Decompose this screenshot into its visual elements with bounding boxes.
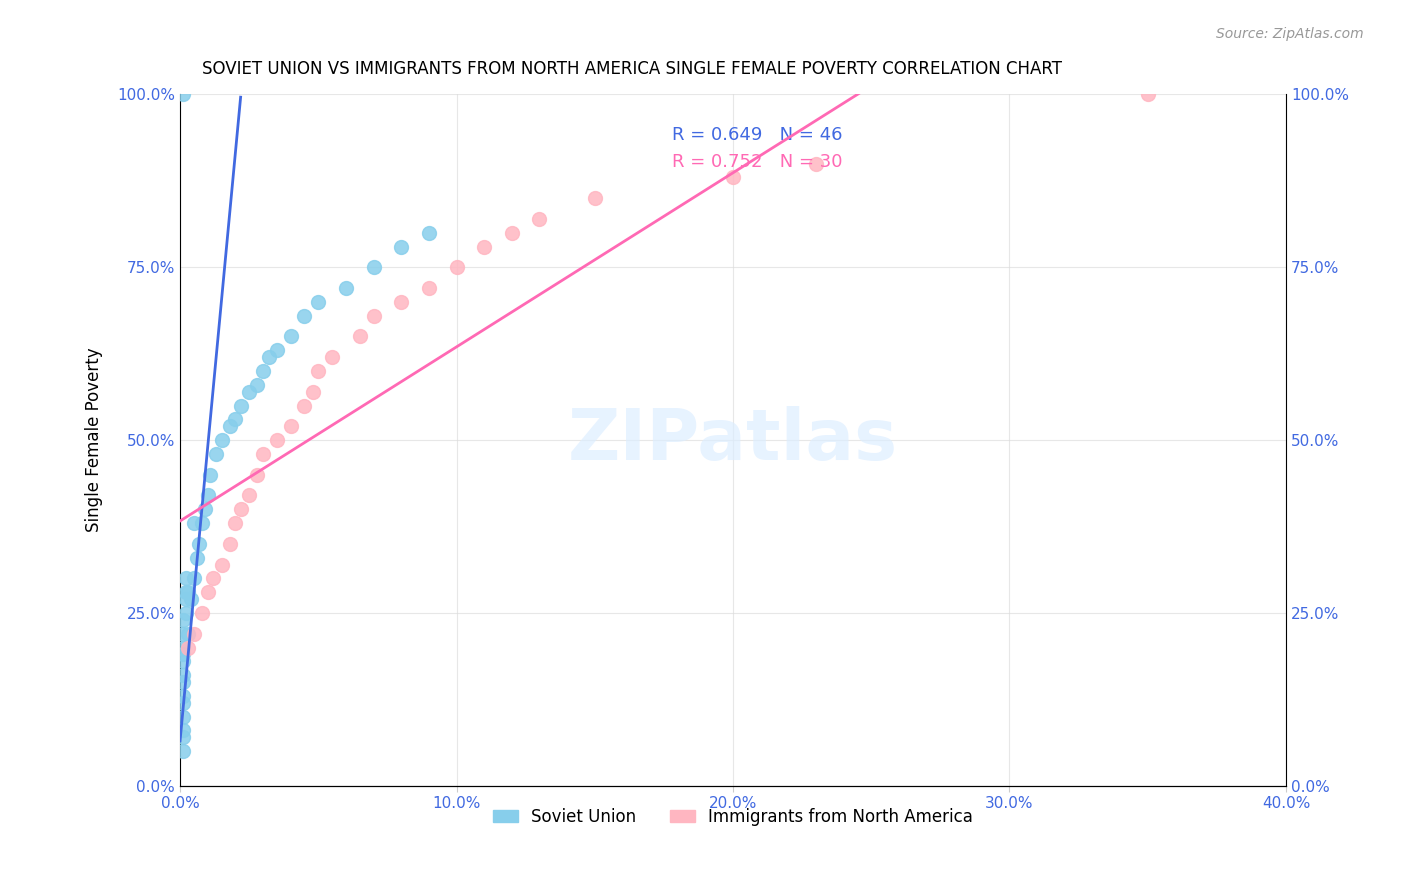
Immigrants from North America — [246, 467, 269, 482]
Immigrants from North America — [197, 585, 219, 599]
Soviet Union — [197, 488, 219, 502]
Immigrants from North America — [280, 419, 302, 434]
Soviet Union — [224, 412, 246, 426]
Soviet Union — [266, 343, 288, 358]
Soviet Union — [172, 709, 194, 723]
Immigrants from North America — [211, 558, 233, 572]
Immigrants from North America — [721, 170, 744, 185]
Soviet Union — [229, 399, 252, 413]
Immigrants from North America — [294, 399, 316, 413]
Immigrants from North America — [389, 294, 412, 309]
Immigrants from North America — [363, 309, 385, 323]
Soviet Union — [294, 309, 316, 323]
Immigrants from North America — [301, 384, 323, 399]
Soviet Union — [172, 613, 194, 627]
Y-axis label: Single Female Poverty: Single Female Poverty — [86, 348, 103, 533]
Soviet Union — [183, 571, 205, 585]
Soviet Union — [172, 731, 194, 745]
Soviet Union — [200, 467, 222, 482]
Soviet Union — [205, 447, 228, 461]
Text: SOVIET UNION VS IMMIGRANTS FROM NORTH AMERICA SINGLE FEMALE POVERTY CORRELATION : SOVIET UNION VS IMMIGRANTS FROM NORTH AM… — [202, 60, 1062, 78]
Soviet Union — [174, 592, 197, 607]
Soviet Union — [257, 350, 280, 364]
Soviet Union — [174, 571, 197, 585]
Immigrants from North America — [1136, 87, 1159, 102]
Soviet Union — [194, 502, 217, 516]
Soviet Union — [174, 606, 197, 620]
Soviet Union — [174, 585, 197, 599]
Immigrants from North America — [266, 433, 288, 447]
Immigrants from North America — [307, 364, 329, 378]
Soviet Union — [172, 87, 194, 102]
Soviet Union — [335, 281, 357, 295]
Soviet Union — [172, 668, 194, 682]
Soviet Union — [246, 377, 269, 392]
Immigrants from North America — [418, 281, 440, 295]
Immigrants from North America — [229, 502, 252, 516]
Soviet Union — [186, 550, 208, 565]
Immigrants from North America — [349, 329, 371, 343]
Soviet Union — [180, 592, 202, 607]
Immigrants from North America — [446, 260, 468, 275]
Immigrants from North America — [183, 626, 205, 640]
Soviet Union — [172, 648, 194, 662]
Soviet Union — [238, 384, 260, 399]
Immigrants from North America — [529, 211, 551, 226]
Soviet Union — [389, 239, 412, 253]
Soviet Union — [177, 626, 200, 640]
Immigrants from North America — [238, 488, 260, 502]
Soviet Union — [172, 626, 194, 640]
Soviet Union — [252, 364, 274, 378]
Soviet Union — [418, 226, 440, 240]
Soviet Union — [172, 696, 194, 710]
Soviet Union — [363, 260, 385, 275]
Text: R = 0.752   N = 30: R = 0.752 N = 30 — [672, 153, 842, 171]
Soviet Union — [172, 675, 194, 690]
Soviet Union — [218, 419, 240, 434]
Soviet Union — [177, 585, 200, 599]
Immigrants from North America — [472, 239, 495, 253]
Immigrants from North America — [252, 447, 274, 461]
Immigrants from North America — [501, 226, 523, 240]
Soviet Union — [172, 744, 194, 758]
Soviet Union — [183, 516, 205, 530]
Immigrants from North America — [218, 537, 240, 551]
Immigrants from North America — [177, 640, 200, 655]
Immigrants from North America — [804, 156, 827, 170]
Soviet Union — [172, 723, 194, 738]
Soviet Union — [280, 329, 302, 343]
Soviet Union — [191, 516, 214, 530]
Soviet Union — [172, 654, 194, 668]
Soviet Union — [211, 433, 233, 447]
Text: ZIPatlas: ZIPatlas — [568, 406, 898, 475]
Text: R = 0.649   N = 46: R = 0.649 N = 46 — [672, 126, 842, 144]
Immigrants from North America — [321, 350, 343, 364]
Legend: Soviet Union, Immigrants from North America: Soviet Union, Immigrants from North Amer… — [486, 801, 980, 833]
Soviet Union — [307, 294, 329, 309]
Text: Source: ZipAtlas.com: Source: ZipAtlas.com — [1216, 27, 1364, 41]
Immigrants from North America — [202, 571, 225, 585]
Immigrants from North America — [224, 516, 246, 530]
Immigrants from North America — [191, 606, 214, 620]
Soviet Union — [172, 640, 194, 655]
Soviet Union — [188, 537, 211, 551]
Soviet Union — [172, 689, 194, 703]
Immigrants from North America — [583, 191, 606, 205]
